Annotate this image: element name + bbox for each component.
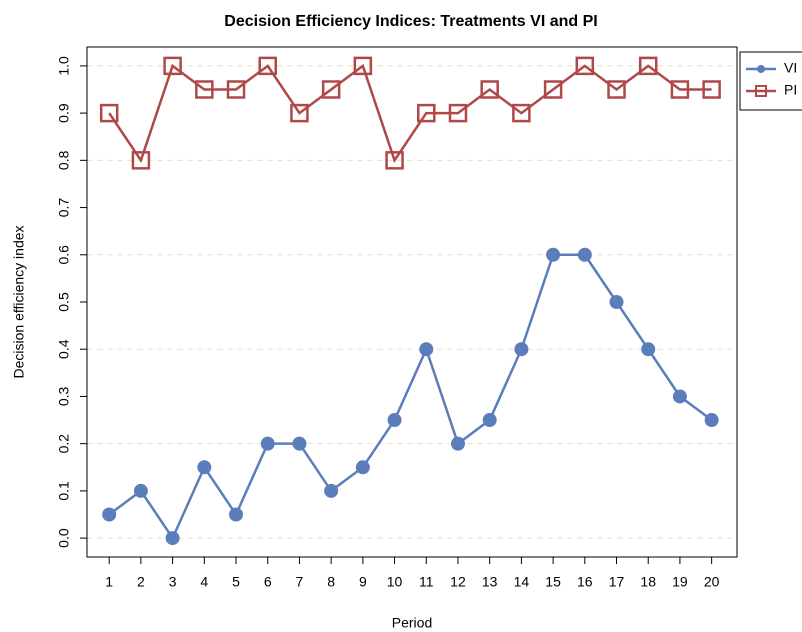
marker — [609, 295, 624, 309]
y-tick-label: 1.0 — [56, 56, 72, 76]
marker — [258, 56, 277, 76]
marker — [99, 103, 119, 123]
legend-label: VI — [784, 60, 797, 76]
y-tick-label: 0.6 — [56, 245, 72, 265]
x-tick-label: 19 — [672, 574, 688, 590]
y-tick-label: 0.2 — [56, 434, 72, 454]
x-tick-label: 5 — [232, 574, 240, 590]
x-axis-label: Period — [392, 615, 432, 631]
x-tick-label: 4 — [200, 574, 208, 590]
marker — [165, 531, 180, 546]
marker — [514, 342, 529, 357]
marker — [321, 80, 341, 99]
marker — [672, 389, 687, 404]
x-tick-label: 11 — [419, 574, 434, 590]
y-tick-label: 0.5 — [56, 292, 72, 312]
marker — [512, 103, 531, 123]
marker — [385, 151, 404, 170]
y-tick-label: 0.1 — [56, 481, 72, 501]
x-tick-label: 13 — [482, 574, 498, 590]
x-tick-label: 16 — [577, 574, 593, 590]
marker — [546, 247, 561, 262]
x-tick-label: 8 — [327, 574, 335, 590]
marker — [419, 342, 434, 357]
x-tick-label: 1 — [105, 574, 113, 590]
marker — [290, 103, 309, 123]
x-tick-label: 20 — [704, 574, 720, 590]
marker — [229, 507, 244, 522]
plot-area — [99, 56, 721, 546]
series-line — [108, 63, 712, 164]
marker — [260, 436, 275, 451]
marker — [575, 56, 595, 76]
y-tick-label: 0.3 — [56, 387, 72, 407]
marker — [163, 56, 182, 76]
marker — [226, 80, 246, 99]
marker — [353, 56, 373, 76]
chart-title: Decision Efficiency Indices: Treatments … — [224, 13, 597, 30]
x-tick-label: 6 — [264, 574, 272, 590]
marker — [543, 80, 563, 99]
y-tick-label: 0.8 — [56, 150, 72, 170]
series-line — [108, 253, 713, 541]
marker — [387, 413, 402, 428]
legend-box — [739, 51, 802, 111]
marker — [448, 103, 468, 123]
x-tick-label: 10 — [387, 574, 403, 590]
y-tick-label: 0.9 — [56, 103, 72, 123]
legend-marker — [757, 65, 765, 73]
plot-frame — [86, 46, 738, 558]
x-tick-label: 18 — [640, 574, 656, 590]
marker — [482, 413, 497, 428]
marker — [417, 103, 436, 123]
x-tick-label: 3 — [169, 574, 177, 590]
legend-label: PI — [784, 82, 797, 98]
marker — [702, 80, 721, 99]
x-tick-label: 2 — [137, 574, 145, 590]
marker — [480, 80, 499, 99]
y-tick-label: 0.7 — [56, 198, 72, 218]
x-tick-label: 14 — [514, 574, 530, 590]
marker — [197, 460, 212, 475]
marker — [133, 483, 148, 498]
marker — [607, 80, 626, 99]
x-tick-label: 15 — [545, 574, 561, 590]
marker — [324, 483, 339, 498]
x-tick-label: 9 — [359, 574, 367, 590]
series — [99, 56, 721, 170]
marker — [577, 247, 592, 262]
y-axis-label: Decision efficiency index — [11, 225, 27, 378]
marker — [670, 80, 690, 99]
marker — [450, 436, 465, 451]
marker — [102, 507, 117, 522]
y-tick-label: 0.0 — [56, 528, 72, 548]
marker — [195, 80, 214, 99]
y-tick-label: 0.4 — [56, 339, 72, 359]
series — [102, 247, 719, 546]
marker — [355, 460, 370, 475]
legend-marker — [755, 85, 767, 97]
axes: 0.00.10.20.30.40.50.60.70.80.91.01 2 3 4 5 6 7… — [56, 56, 720, 590]
marker — [638, 56, 658, 76]
marker — [704, 413, 719, 428]
x-tick-label: 17 — [609, 574, 625, 590]
marker — [641, 342, 656, 357]
marker — [131, 151, 151, 170]
marker — [292, 436, 307, 451]
x-tick-label: 12 — [450, 574, 466, 590]
grid — [87, 65, 737, 539]
x-tick-label: 7 — [296, 574, 304, 590]
legend: VI PI — [739, 51, 802, 111]
